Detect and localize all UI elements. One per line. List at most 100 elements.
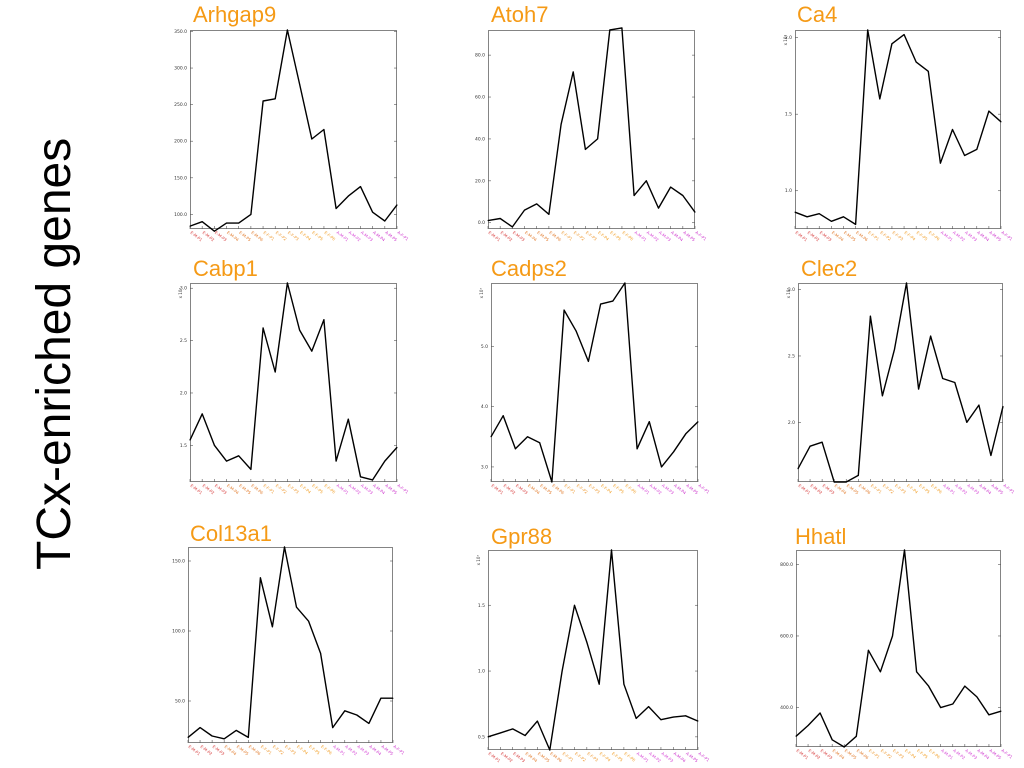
data-point (372, 211, 374, 213)
data-point (560, 123, 562, 125)
data-point (259, 577, 261, 579)
plot-frame (190, 283, 397, 482)
x-tick-label: E-F-P3 (284, 744, 297, 756)
figure-side-title: TCx-enriched genes (28, 137, 81, 570)
data-point (1000, 121, 1002, 123)
x-tick-label: A-M-P3 (356, 744, 370, 757)
data-point (332, 727, 334, 729)
x-tick-label: A-M-P4 (372, 230, 386, 243)
data-point (299, 329, 301, 331)
data-point (660, 466, 662, 468)
data-point (548, 213, 550, 215)
data-point (624, 282, 626, 284)
x-tick-label: A-M-P3 (964, 230, 978, 243)
x-tick-label: A-M-P5 (682, 230, 696, 243)
x-tick-label: E-M-P2 (202, 230, 216, 243)
data-point (857, 474, 859, 476)
data-point (855, 223, 857, 225)
data-point (609, 29, 611, 31)
data-point (621, 27, 623, 29)
data-point (879, 671, 881, 673)
data-point (335, 208, 337, 210)
x-tick-label: E-F-P6 (621, 230, 634, 242)
x-tick-label: E-M-P6 (250, 230, 264, 243)
x-tick-label: A-M-P5 (988, 748, 1002, 761)
y-tick-label: 600.0 (780, 633, 793, 639)
x-tick-label: E-F-P2 (275, 483, 288, 495)
x-tick-label: E-M-P3 (515, 483, 529, 496)
x-tick-label: A-M-P2 (646, 230, 660, 243)
x-tick-label: A-M-P1 (634, 230, 648, 243)
data-point (213, 230, 215, 232)
y-tick-label: 2.0 (788, 420, 795, 426)
x-tick-label: E-M-P1 (187, 744, 201, 757)
x-tick-label: E-F-P1 (260, 744, 273, 756)
plot-frame (798, 283, 1003, 482)
data-point (223, 738, 225, 740)
y-tick-label: 2.5 (180, 338, 187, 344)
axis-exponent: x 10³ (479, 288, 484, 299)
x-tick-label: E-M-P1 (490, 483, 504, 496)
data-point (323, 129, 325, 130)
y-tick-label: 100.0 (172, 629, 185, 635)
line-chart: x 10³1.51.00.5E-M-P1E-M-P2E-M-P3E-M-P4E-… (476, 549, 711, 764)
x-tick-label: A-M-P2 (952, 230, 966, 243)
data-point (867, 29, 869, 31)
data-point (384, 460, 386, 462)
x-tick-label: E-F-P5 (611, 751, 624, 763)
x-tick-label: E-F-P5 (308, 744, 321, 756)
data-point (487, 220, 489, 222)
data-point (633, 194, 635, 196)
x-tick-label: E-M-P4 (834, 483, 848, 496)
x-tick-label: E-M-P4 (831, 230, 845, 243)
y-tick-label: 400.0 (780, 705, 793, 711)
x-tick-label: A-M-P2 (648, 751, 662, 764)
data-point (250, 468, 252, 470)
x-tick-label: E-F-P1 (262, 483, 275, 495)
data-point (308, 620, 310, 622)
data-point (906, 282, 908, 284)
series-line (794, 29, 1002, 226)
data-point (916, 671, 918, 673)
x-tick-label: E-M-P4 (524, 230, 538, 243)
x-tick-label: E-M-P3 (214, 230, 228, 243)
data-point (978, 404, 980, 406)
plot-frame (188, 547, 393, 743)
y-tick-label: 60.0 (475, 95, 485, 101)
data-point (527, 436, 529, 438)
data-point (1000, 710, 1002, 712)
x-tick-label: E-F-P6 (928, 748, 941, 760)
x-tick-label: E-M-P1 (189, 230, 203, 243)
data-point (512, 728, 514, 730)
y-tick-label: 200.0 (174, 139, 187, 145)
data-point (645, 180, 647, 182)
data-point (694, 211, 696, 213)
x-tick-label: E-M-P3 (819, 230, 833, 243)
x-tick-label: A-M-P3 (661, 483, 675, 496)
data-point (201, 221, 203, 223)
line-chart: 80.060.040.020.00.0E-M-P1E-M-P2E-M-P3E-M… (475, 27, 708, 243)
data-point (830, 220, 832, 222)
x-tick-label: E-F-P6 (320, 744, 333, 756)
data-point (600, 303, 602, 305)
data-point (903, 34, 905, 36)
data-point (685, 433, 687, 435)
data-point (514, 448, 516, 450)
x-tick-label: E-M-P5 (846, 483, 860, 496)
line-chart: x 10⁴3.02.52.0E-M-P1E-M-P2E-M-P3E-M-P4E-… (786, 282, 1016, 496)
data-point (952, 703, 954, 705)
y-tick-label: 250.0 (174, 102, 187, 108)
x-tick-label: E-M-P3 (512, 751, 526, 764)
x-tick-label: E-M-P1 (795, 748, 809, 761)
y-tick-label: 100.0 (174, 212, 187, 218)
x-tick-label: E-F-P6 (323, 483, 336, 495)
y-tick-label: 3.0 (788, 287, 795, 293)
x-tick-label: A-F-P1 (396, 483, 410, 495)
data-point (879, 98, 881, 100)
x-tick-label: E-M-P3 (212, 744, 226, 757)
data-point (396, 446, 398, 448)
x-tick-label: E-M-P1 (794, 230, 808, 243)
x-tick-label: E-F-P1 (562, 751, 575, 763)
data-point (335, 460, 337, 462)
x-tick-label: E-F-P3 (585, 230, 598, 242)
